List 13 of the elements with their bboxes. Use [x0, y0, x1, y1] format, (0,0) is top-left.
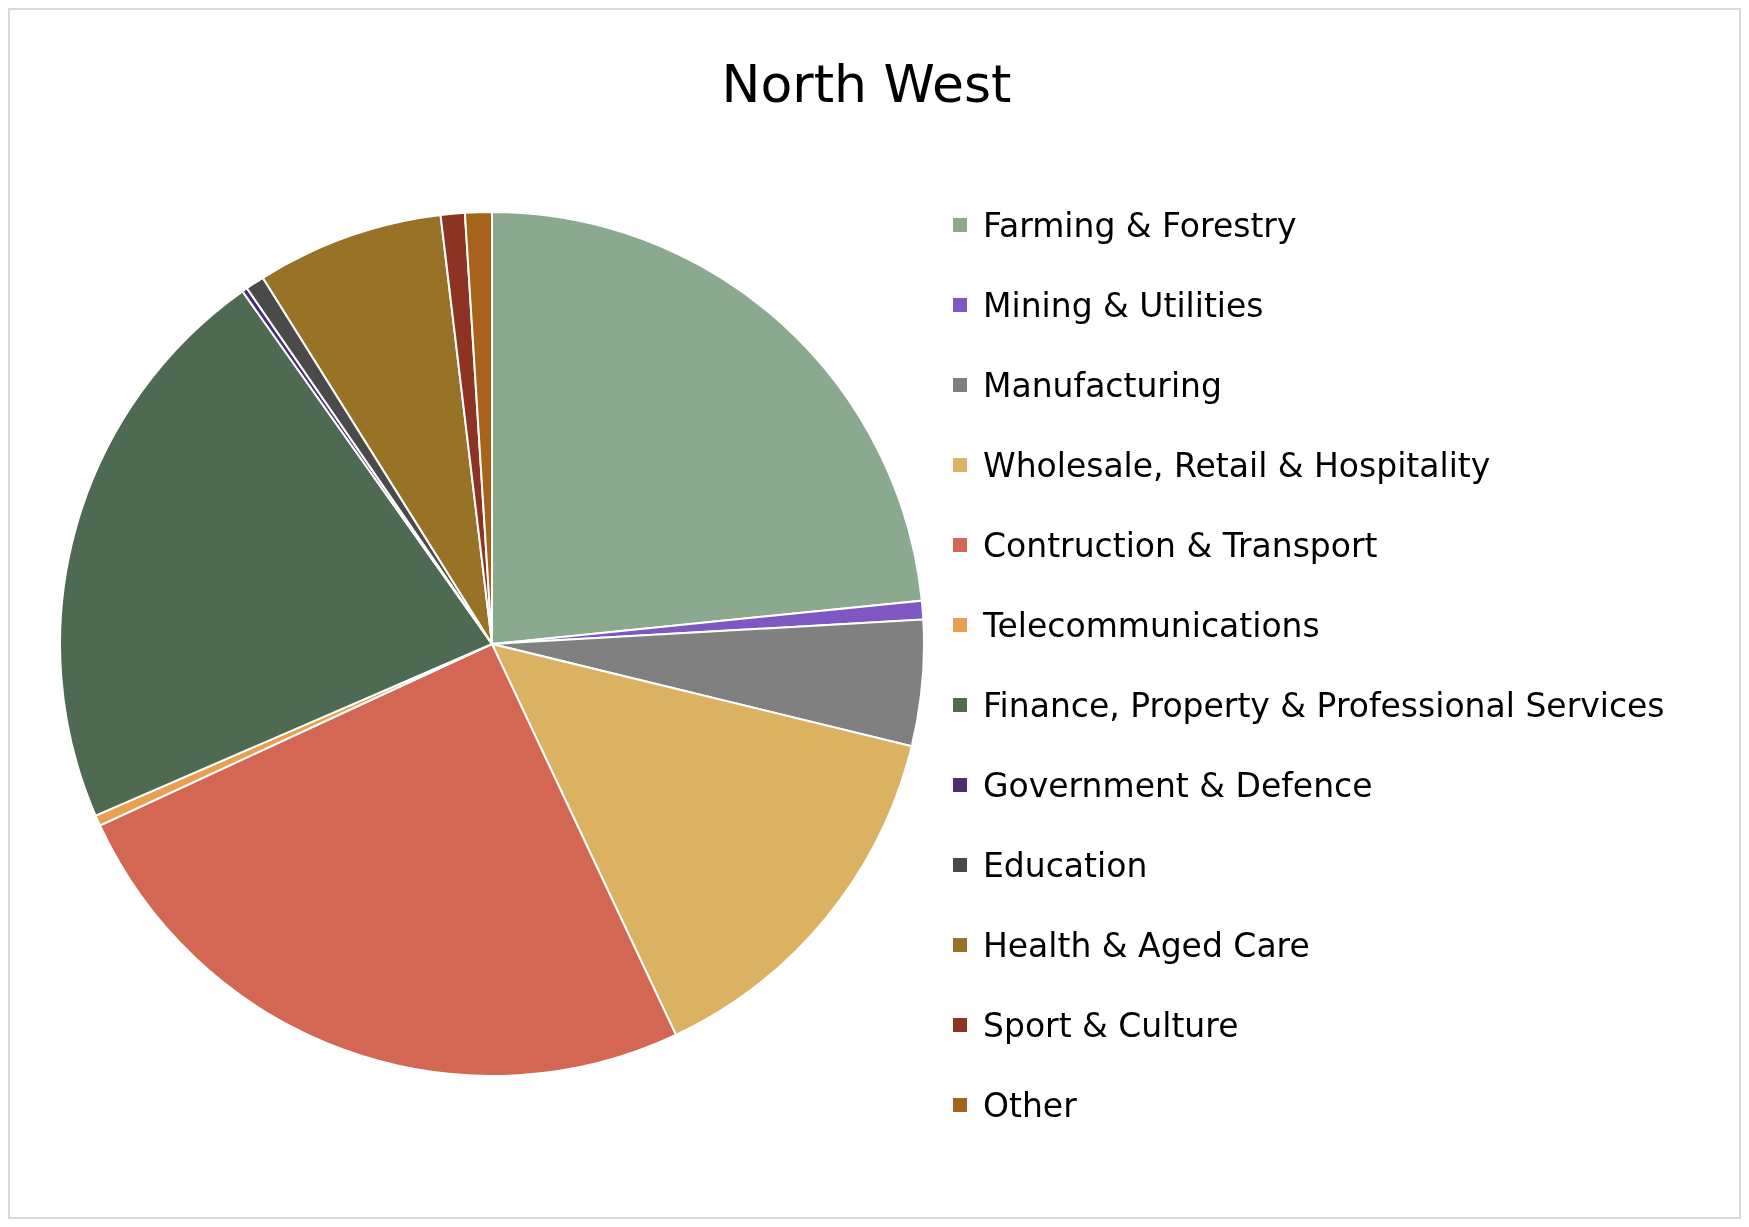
- legend-label: Other: [983, 1085, 1077, 1125]
- legend-label: Wholesale, Retail & Hospitality: [983, 445, 1491, 485]
- chart-title: North West: [721, 54, 1012, 114]
- legend-label: Manufacturing: [983, 365, 1222, 405]
- legend-label: Farming & Forestry: [983, 205, 1297, 245]
- legend-label: Health & Aged Care: [983, 925, 1310, 965]
- legend-label: Contruction & Transport: [983, 525, 1378, 565]
- legend-label: Sport & Culture: [983, 1005, 1239, 1045]
- legend-label: Finance, Property & Professional Services: [983, 685, 1665, 725]
- legend-label: Education: [983, 845, 1148, 885]
- legend-label: Telecommunications: [983, 605, 1320, 645]
- legend-label: Government & Defence: [983, 765, 1373, 805]
- legend-label: Mining & Utilities: [983, 285, 1264, 325]
